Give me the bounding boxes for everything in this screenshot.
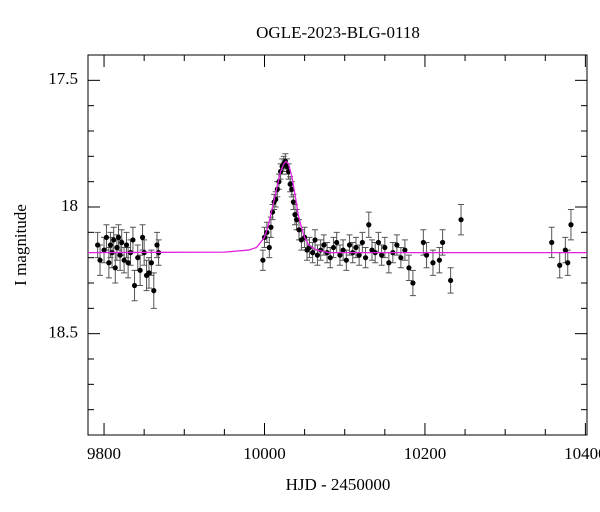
- data-point: [334, 239, 340, 246]
- data-point: [565, 260, 571, 266]
- chart-title: OGLE-2023-BLG-0118: [256, 23, 420, 42]
- data-point: [346, 242, 353, 248]
- data-point: [430, 260, 436, 266]
- x-tick-label: 10200: [404, 444, 447, 463]
- data-point: [123, 242, 130, 248]
- data-point: [119, 239, 125, 246]
- data-point: [106, 260, 112, 266]
- data-point: [130, 237, 136, 243]
- data-point: [375, 239, 382, 246]
- data-point: [379, 252, 385, 258]
- data-point: [439, 239, 446, 246]
- data-point: [292, 212, 298, 218]
- data-point: [154, 242, 160, 248]
- data-point: [312, 237, 318, 243]
- data-point: [296, 227, 302, 233]
- data-point: [310, 250, 316, 256]
- data-point: [137, 267, 143, 273]
- data-point: [289, 186, 295, 192]
- data-point: [448, 277, 454, 284]
- data-point: [557, 262, 563, 268]
- data-point: [107, 242, 114, 248]
- data-point: [260, 257, 266, 263]
- data-point: [568, 222, 574, 228]
- data-point: [287, 181, 293, 187]
- data-point: [321, 242, 327, 248]
- x-axis-label: HJD - 2450000: [286, 475, 391, 494]
- data-point: [293, 217, 300, 223]
- data-point: [101, 247, 107, 253]
- y-axis-label: I magnitude: [11, 204, 30, 286]
- data-point: [117, 252, 123, 258]
- data-point: [97, 257, 103, 263]
- data-point: [111, 237, 117, 243]
- data-point: [382, 244, 388, 251]
- data-point: [398, 255, 404, 261]
- data-point: [327, 255, 333, 261]
- data-point: [362, 255, 369, 261]
- data-point: [114, 244, 120, 251]
- x-tick-label: 9800: [87, 444, 121, 463]
- data-point: [458, 217, 464, 223]
- data-point: [402, 247, 408, 253]
- data-point: [340, 247, 346, 253]
- data-point: [562, 247, 568, 253]
- data-point: [131, 282, 138, 289]
- data-point: [135, 255, 141, 261]
- data-point: [420, 239, 426, 246]
- data-point: [148, 260, 154, 266]
- data-point: [359, 239, 365, 246]
- data-point: [386, 260, 392, 266]
- x-tick-label: 10000: [243, 444, 286, 463]
- data-point: [423, 252, 430, 258]
- data-point: [268, 224, 274, 230]
- data-point: [343, 257, 349, 263]
- data-point: [151, 288, 157, 294]
- data-point: [410, 280, 416, 286]
- data-point: [353, 244, 359, 251]
- data-point: [290, 199, 296, 205]
- x-tick-label: 10400: [564, 444, 600, 463]
- data-point: [406, 265, 412, 271]
- data-point: [115, 234, 122, 240]
- data-point: [103, 234, 110, 240]
- data-point: [266, 244, 272, 251]
- data-point: [549, 239, 555, 246]
- model-curve: [87, 160, 587, 254]
- data-point: [95, 242, 101, 248]
- data-point: [139, 234, 146, 240]
- data-point: [394, 242, 400, 248]
- y-tick-label: 17.5: [48, 69, 78, 88]
- y-tick-label: 18: [61, 196, 78, 215]
- data-point: [112, 265, 118, 271]
- data-point: [146, 270, 152, 276]
- data-point: [356, 252, 362, 258]
- data-point: [330, 244, 337, 251]
- data-point: [121, 257, 127, 263]
- data-point: [337, 252, 343, 258]
- data-point: [366, 222, 372, 228]
- plot-frame: [87, 54, 588, 436]
- data-point: [314, 252, 321, 258]
- y-tick-label: 18.5: [48, 323, 78, 342]
- data-point: [125, 260, 131, 266]
- data-point: [436, 257, 442, 263]
